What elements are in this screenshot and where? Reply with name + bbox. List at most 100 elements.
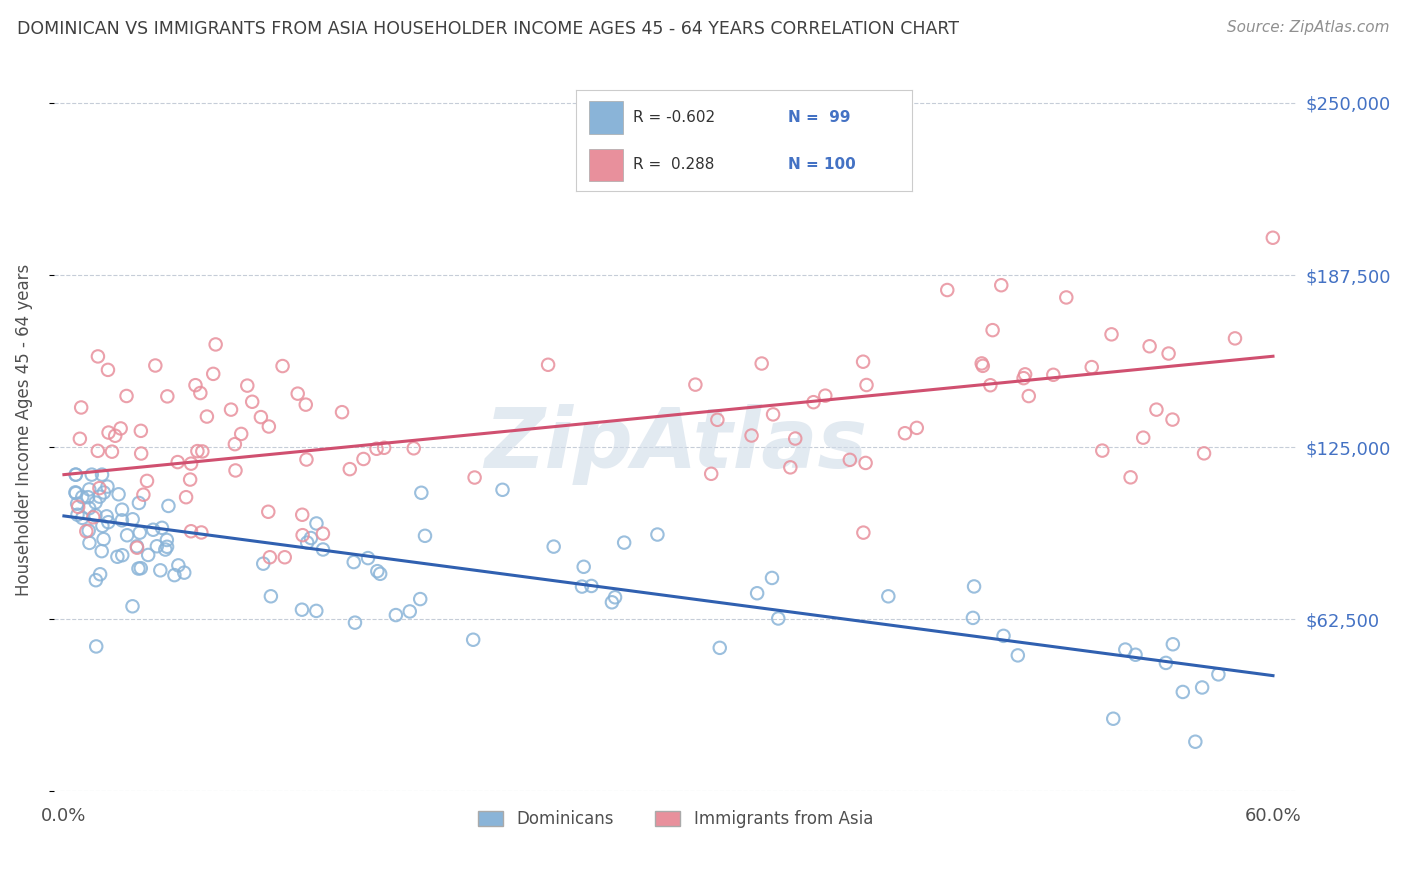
Point xyxy=(97,515,120,529)
Point xyxy=(82,510,104,524)
Point xyxy=(84,508,107,523)
Point xyxy=(66,497,89,511)
Point xyxy=(373,441,395,455)
Point xyxy=(219,402,242,417)
Point xyxy=(366,564,388,578)
Point xyxy=(121,512,143,526)
Point xyxy=(751,357,773,371)
Point xyxy=(803,395,825,409)
Point xyxy=(90,544,112,558)
Point xyxy=(1161,412,1184,426)
Point xyxy=(1208,667,1230,681)
Point xyxy=(97,363,120,377)
Point xyxy=(1191,681,1213,695)
Point xyxy=(855,378,877,392)
Point xyxy=(156,540,179,554)
Y-axis label: Householder Income Ages 45 - 64 years: Householder Income Ages 45 - 64 years xyxy=(15,264,32,596)
Point xyxy=(1132,431,1154,445)
Point xyxy=(93,532,115,546)
Point xyxy=(877,590,900,604)
Point xyxy=(1054,290,1077,304)
Point xyxy=(700,467,723,481)
Point xyxy=(979,378,1001,392)
Point xyxy=(779,460,801,475)
Point xyxy=(104,429,127,443)
Point xyxy=(1042,368,1064,382)
Point xyxy=(84,640,107,654)
Point xyxy=(343,555,366,569)
Point xyxy=(77,501,100,516)
Point xyxy=(107,487,129,501)
Point xyxy=(990,278,1012,293)
Point xyxy=(188,386,211,401)
Point xyxy=(111,513,134,527)
Point xyxy=(150,521,173,535)
Point xyxy=(785,432,807,446)
Point xyxy=(1014,368,1036,382)
Point xyxy=(571,580,593,594)
Point xyxy=(110,421,132,435)
Point xyxy=(312,542,335,557)
Point xyxy=(852,525,875,540)
Point xyxy=(1119,470,1142,484)
Point xyxy=(96,509,118,524)
Point xyxy=(70,490,93,504)
Point xyxy=(224,437,246,451)
Point xyxy=(80,467,103,482)
Point xyxy=(970,356,993,370)
Point xyxy=(252,557,274,571)
Point xyxy=(685,377,707,392)
Point xyxy=(463,632,485,647)
Text: Source: ZipAtlas.com: Source: ZipAtlas.com xyxy=(1226,20,1389,35)
Point xyxy=(155,542,177,557)
Point xyxy=(295,535,318,549)
Point xyxy=(491,483,513,497)
Point xyxy=(1125,648,1147,662)
Point xyxy=(105,549,128,564)
Point xyxy=(1080,360,1102,375)
Point xyxy=(768,611,790,625)
Point xyxy=(121,599,143,614)
Point xyxy=(305,604,328,618)
Point xyxy=(291,603,314,617)
Point xyxy=(295,452,318,467)
Point xyxy=(146,539,169,553)
Point xyxy=(180,524,202,539)
Point xyxy=(77,524,100,538)
Point xyxy=(343,615,366,630)
Point xyxy=(368,566,391,581)
Point xyxy=(330,405,353,419)
Point xyxy=(156,389,179,403)
Point xyxy=(366,442,388,456)
Point xyxy=(271,359,294,373)
Point xyxy=(97,425,120,440)
Point xyxy=(87,443,110,458)
Point xyxy=(413,529,436,543)
Point xyxy=(745,586,768,600)
Point xyxy=(741,428,763,442)
Point xyxy=(1114,642,1136,657)
Point xyxy=(136,474,159,488)
Point xyxy=(402,442,425,456)
Point xyxy=(1101,327,1123,342)
Point xyxy=(136,548,159,562)
Point xyxy=(972,359,994,373)
Point xyxy=(305,516,328,531)
Point xyxy=(115,528,138,542)
Point xyxy=(259,550,281,565)
Point xyxy=(84,495,107,509)
Point xyxy=(464,470,486,484)
Point xyxy=(179,473,201,487)
Point xyxy=(1091,443,1114,458)
Point xyxy=(132,488,155,502)
Point xyxy=(87,350,110,364)
Point xyxy=(173,566,195,580)
Point xyxy=(761,571,783,585)
Point xyxy=(572,559,595,574)
Point xyxy=(291,508,314,522)
Point xyxy=(1261,231,1284,245)
Point xyxy=(89,481,111,495)
Point xyxy=(1007,648,1029,663)
Point xyxy=(1154,656,1177,670)
Point xyxy=(77,483,100,497)
